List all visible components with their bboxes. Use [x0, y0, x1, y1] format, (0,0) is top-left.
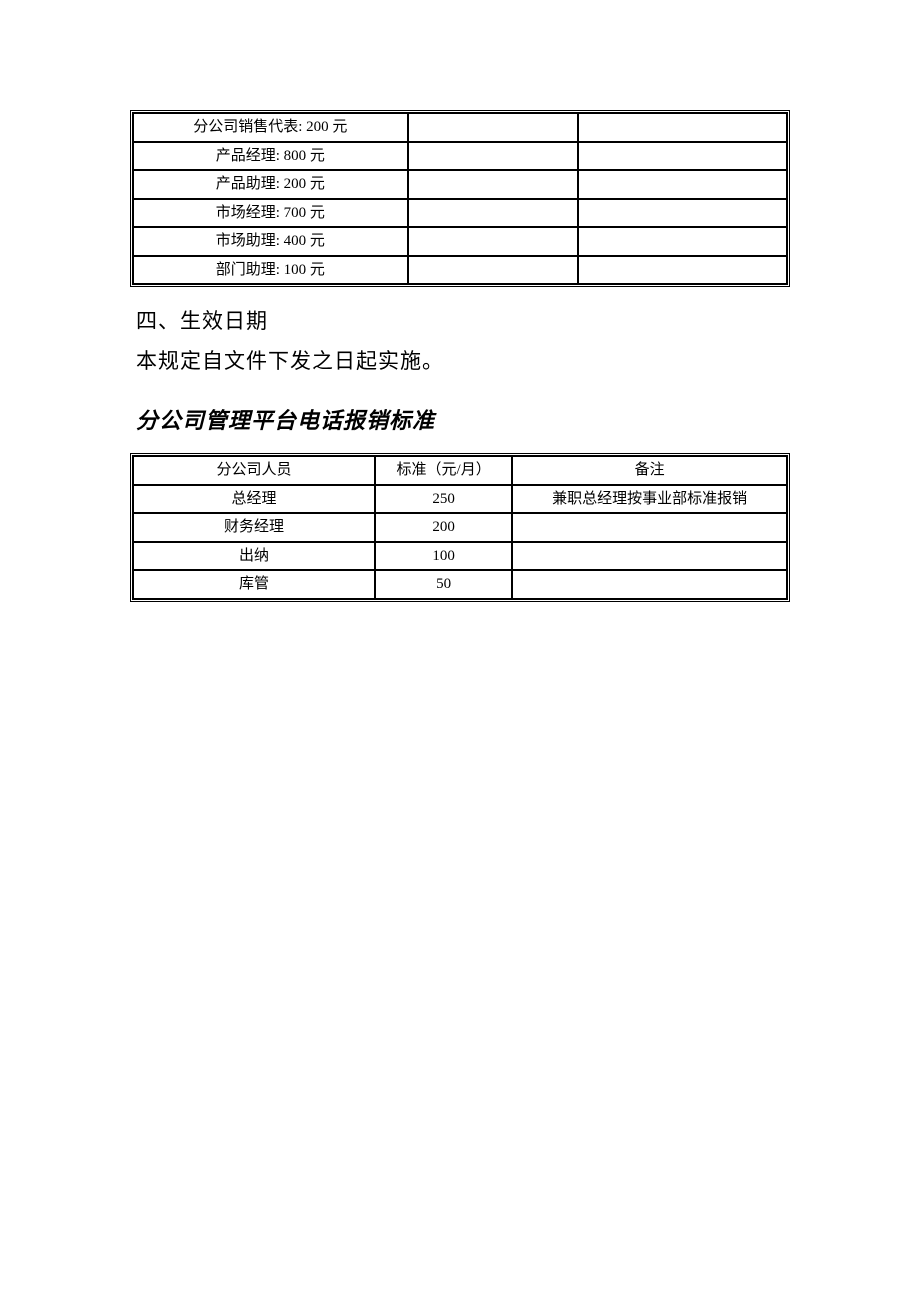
table-row: 分公司销售代表: 200 元: [133, 113, 787, 142]
table-row: 总经理 250 兼职总经理按事业部标准报销: [133, 485, 787, 514]
role-allowance-cell: 产品经理: 800 元: [133, 142, 408, 171]
table-row: 市场助理: 400 元: [133, 227, 787, 256]
allowance-table: 分公司销售代表: 200 元 产品经理: 800 元 产品助理: 200 元 市…: [130, 110, 790, 287]
note-cell: 兼职总经理按事业部标准报销: [512, 485, 787, 514]
empty-cell: [408, 113, 578, 142]
person-cell: 财务经理: [133, 513, 375, 542]
phone-reimbursement-table: 分公司人员 标准（元/月） 备注 总经理 250 兼职总经理按事业部标准报销 财…: [130, 453, 790, 602]
table-row: 产品助理: 200 元: [133, 170, 787, 199]
note-cell: [512, 570, 787, 599]
table-row: 产品经理: 800 元: [133, 142, 787, 171]
table-row: 财务经理 200: [133, 513, 787, 542]
role-allowance-cell: 市场助理: 400 元: [133, 227, 408, 256]
empty-cell: [408, 142, 578, 171]
standard-cell: 250: [375, 485, 512, 514]
empty-cell: [578, 170, 787, 199]
empty-cell: [578, 142, 787, 171]
role-allowance-cell: 市场经理: 700 元: [133, 199, 408, 228]
role-allowance-cell: 分公司销售代表: 200 元: [133, 113, 408, 142]
role-allowance-cell: 产品助理: 200 元: [133, 170, 408, 199]
section-4-title: 四、生效日期: [136, 305, 790, 335]
phone-reimbursement-title: 分公司管理平台电话报销标准: [136, 403, 790, 435]
column-header-note: 备注: [512, 456, 787, 485]
document-page: 分公司销售代表: 200 元 产品经理: 800 元 产品助理: 200 元 市…: [0, 0, 920, 1302]
standard-cell: 50: [375, 570, 512, 599]
table-row: 市场经理: 700 元: [133, 199, 787, 228]
empty-cell: [578, 113, 787, 142]
standard-cell: 200: [375, 513, 512, 542]
empty-cell: [578, 199, 787, 228]
table-row: 部门助理: 100 元: [133, 256, 787, 285]
person-cell: 库管: [133, 570, 375, 599]
column-header-person: 分公司人员: [133, 456, 375, 485]
table-row: 库管 50: [133, 570, 787, 599]
person-cell: 总经理: [133, 485, 375, 514]
empty-cell: [408, 170, 578, 199]
table-header-row: 分公司人员 标准（元/月） 备注: [133, 456, 787, 485]
note-cell: [512, 542, 787, 571]
empty-cell: [408, 199, 578, 228]
standard-cell: 100: [375, 542, 512, 571]
empty-cell: [408, 256, 578, 285]
role-allowance-cell: 部门助理: 100 元: [133, 256, 408, 285]
empty-cell: [408, 227, 578, 256]
section-4-body: 本规定自文件下发之日起实施。: [136, 345, 790, 375]
note-cell: [512, 513, 787, 542]
empty-cell: [578, 227, 787, 256]
table-row: 出纳 100: [133, 542, 787, 571]
person-cell: 出纳: [133, 542, 375, 571]
column-header-standard: 标准（元/月）: [375, 456, 512, 485]
empty-cell: [578, 256, 787, 285]
